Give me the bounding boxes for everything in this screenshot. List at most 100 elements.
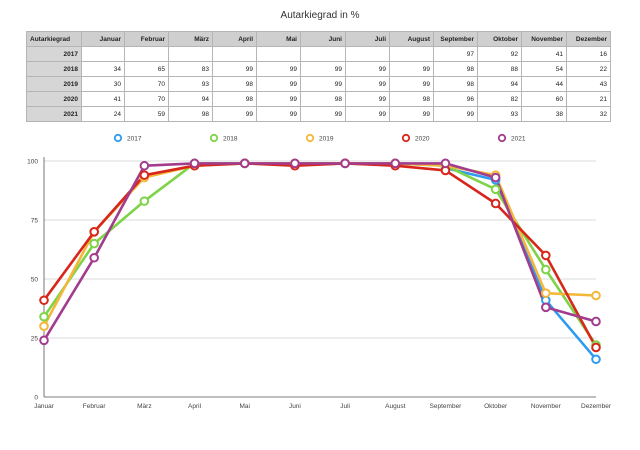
x-tick-label: Juli — [340, 403, 350, 410]
table-cell: 99 — [256, 91, 301, 107]
table-cell: 98 — [389, 91, 434, 107]
table-cell: 93 — [168, 76, 213, 92]
chart-title: Autarkiegrad in % — [280, 10, 360, 21]
x-tick-label: September — [430, 403, 463, 410]
data-point-2021 — [39, 335, 49, 346]
data-table: Autarkiegrad Januar Februar März April Mai Ju… — [26, 31, 611, 122]
series-line-2021 — [42, 162, 598, 342]
data-point-2018 — [39, 311, 49, 322]
series-markers — [39, 158, 601, 365]
table-cell: 99 — [389, 76, 434, 92]
legend-marker — [401, 133, 411, 143]
data-point-2021 — [340, 158, 350, 169]
x-tick-label: Dezember — [581, 403, 612, 410]
series-lines — [42, 162, 598, 361]
series-line-2019 — [42, 162, 598, 328]
table-cell: 41 — [521, 46, 567, 62]
y-tick-label: 75 — [31, 218, 39, 225]
legend-label: 2020 — [415, 136, 430, 143]
table-month-header: Oktober — [477, 31, 522, 47]
legend-label: 2021 — [511, 136, 526, 143]
table-cell: 24 — [81, 106, 125, 122]
data-point-2021 — [440, 158, 451, 169]
legend-label: 2018 — [223, 136, 238, 143]
x-tick-label: Februar — [83, 403, 107, 410]
table-month-header: Januar — [81, 31, 125, 47]
data-point-2018 — [89, 238, 99, 249]
data-point-2020 — [541, 250, 551, 261]
table-month-header: Mai — [256, 31, 301, 47]
data-point-2021 — [591, 316, 601, 327]
table-month-header: August — [389, 31, 434, 47]
table-cell: 99 — [300, 61, 346, 77]
table-month-header: November — [521, 31, 567, 47]
data-point-2021 — [139, 160, 150, 171]
table-row: 2019 30 70 93 98 99 99 99 99 98 94 44 43 — [26, 76, 611, 92]
table-year-label: 2018 — [26, 61, 82, 77]
data-point-2020 — [139, 170, 150, 180]
x-tick-labels: Januar Februar März April Mai Juni Juli August S… — [34, 403, 612, 410]
data-point-2019 — [541, 288, 551, 298]
data-point-2019 — [39, 321, 49, 332]
data-point-2019 — [591, 290, 601, 301]
table-cell: 16 — [566, 46, 611, 62]
table-cell: 94 — [477, 76, 522, 92]
data-point-2021 — [189, 158, 200, 169]
data-point-2021 — [541, 302, 551, 313]
data-point-2018 — [541, 264, 551, 275]
y-tick-label: 50 — [31, 277, 39, 284]
table-cell: 99 — [389, 106, 434, 122]
data-point-2021 — [290, 158, 300, 169]
table-cell: 32 — [566, 106, 611, 122]
y-tick-label: 0 — [34, 395, 38, 402]
data-point-2021 — [239, 158, 250, 169]
x-tick-label: Mai — [239, 403, 249, 410]
table-cell: 60 — [521, 91, 567, 107]
table-cell: 99 — [345, 106, 390, 122]
legend-marker — [305, 133, 315, 143]
y-tick-labels: 0 25 50 75 100 — [27, 159, 38, 402]
table-row: 2017 97 92 41 16 — [26, 46, 611, 62]
table-cell: 99 — [256, 61, 301, 77]
x-tick-label: November — [531, 403, 562, 410]
table-cell: 54 — [521, 61, 567, 77]
table-cell: 98 — [433, 61, 478, 77]
table-cell: 98 — [433, 76, 478, 92]
table-row: 2020 41 70 94 98 99 98 99 98 96 82 60 21 — [26, 91, 611, 107]
table-cell — [256, 46, 301, 62]
table-cell: 34 — [81, 61, 125, 77]
table-cell: 99 — [345, 76, 390, 92]
table-cell: 98 — [168, 106, 213, 122]
legend: 2017 2018 2019 2020 2021 — [113, 133, 526, 143]
data-point-2020 — [490, 198, 501, 209]
table-corner-label: Autarkiegrad — [26, 31, 82, 47]
table-cell: 97 — [433, 46, 478, 62]
table-cell: 21 — [566, 91, 611, 107]
table-year-label: 2017 — [26, 46, 82, 62]
x-tick-label: Oktober — [484, 403, 508, 410]
table-cell: 30 — [81, 76, 125, 92]
table-cell: 93 — [477, 106, 522, 122]
x-tick-label: April — [188, 403, 202, 410]
table-cell: 59 — [124, 106, 169, 122]
table-cell: 99 — [212, 106, 257, 122]
legend-label: 2019 — [319, 136, 334, 143]
series-line-2018 — [42, 162, 598, 347]
data-point-2021 — [89, 252, 99, 263]
table-cell — [389, 46, 434, 62]
data-point-2021 — [390, 158, 401, 169]
table-cell: 82 — [477, 91, 522, 107]
data-point-2018 — [139, 196, 150, 206]
table-cell: 65 — [124, 61, 169, 77]
table-cell: 38 — [521, 106, 567, 122]
table-month-header: Dezember — [566, 31, 611, 47]
axes — [43, 157, 596, 398]
table-row: 2021 24 59 98 99 99 99 99 99 99 93 38 32 — [26, 106, 611, 122]
table-row: 2018 34 65 83 99 99 99 99 99 98 88 54 22 — [26, 61, 611, 77]
y-tick-label: 100 — [27, 159, 38, 166]
legend-label: 2017 — [127, 136, 142, 143]
legend-marker — [113, 133, 123, 143]
table-cell: 99 — [433, 106, 478, 122]
series-line-2020 — [42, 162, 598, 349]
